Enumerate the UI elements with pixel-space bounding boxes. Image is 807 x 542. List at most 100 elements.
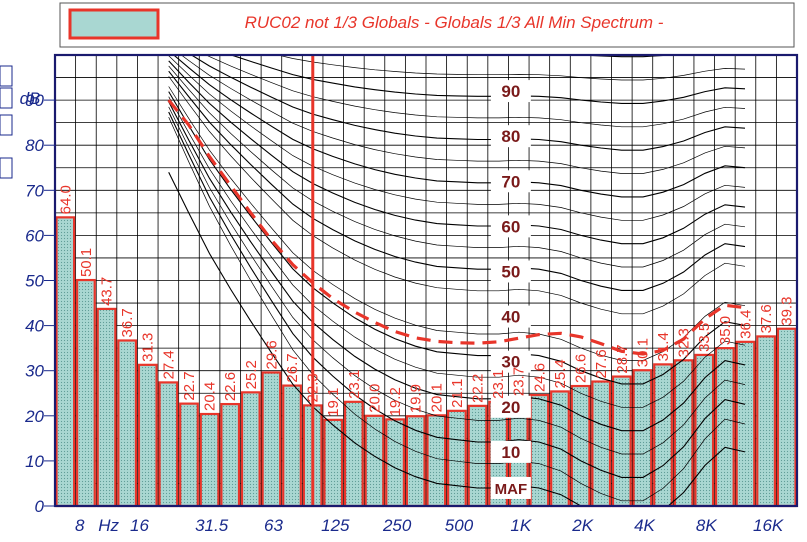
- bar-8K: [694, 353, 715, 508]
- chart-title: RUC02 not 1/3 Globals - Globals 1/3 All …: [245, 13, 664, 32]
- bar-16: [137, 363, 158, 508]
- bar-200: [364, 414, 385, 508]
- phon-curve-25: [168, 96, 746, 408]
- contour-label-80: 80: [501, 127, 520, 146]
- y-tick-label: 70: [25, 181, 44, 200]
- bar-50: [240, 391, 261, 508]
- bar-5K: [653, 363, 673, 508]
- left-band-box: [0, 157, 13, 179]
- contour-label-bg: [490, 476, 531, 499]
- bar-400: [426, 414, 447, 508]
- phon-curve-35: [168, 86, 746, 361]
- left-band-box: [0, 87, 13, 109]
- bar-125: [323, 418, 344, 508]
- value-label: 43.7: [99, 277, 116, 306]
- value-label: 50.1: [78, 248, 95, 277]
- y-tick-label: 60: [25, 226, 44, 245]
- value-label: 20.4: [202, 382, 219, 411]
- reference-curve: [167, 99, 746, 356]
- contour-label-40: 40: [501, 308, 520, 327]
- phon-curve-60: [168, 60, 746, 245]
- value-label: 33.5: [696, 323, 713, 352]
- value-label: 31.3: [140, 333, 157, 362]
- x-tick-label: 4K: [634, 516, 655, 535]
- x-tick-label: 2K: [571, 516, 593, 535]
- phon-curve-70: [172, 55, 746, 198]
- value-label: 23.7: [511, 367, 528, 396]
- value-label: 23.1: [490, 370, 507, 399]
- bar-16K: [756, 335, 776, 508]
- x-tick-label: 16K: [753, 516, 784, 535]
- contour-label-60: 60: [501, 217, 520, 236]
- equal-loudness-curves: [167, 55, 746, 506]
- contour-label-70: 70: [501, 172, 520, 191]
- phon-curve-100: [571, 55, 675, 58]
- bar-315: [405, 415, 426, 508]
- y-tick-label: 50: [25, 272, 44, 291]
- contour-label-bg: [490, 80, 531, 103]
- value-label: 30.1: [634, 338, 651, 367]
- contour-label-20: 20: [501, 398, 520, 417]
- value-label: 26.7: [284, 353, 301, 382]
- value-label: 32.3: [676, 328, 693, 357]
- value-label: 36.7: [119, 308, 136, 337]
- bar-12.5K: [735, 340, 756, 508]
- legend-box: [59, 2, 795, 48]
- phon-curve-80: [190, 55, 746, 151]
- phon-curve-95: [276, 55, 746, 81]
- bar-2K: [570, 384, 591, 508]
- y-tick-label: 10: [25, 452, 44, 471]
- value-label: 25.2: [243, 360, 260, 389]
- bar-6.3: [55, 216, 76, 508]
- x-tick-label: 250: [382, 516, 412, 535]
- value-label: 22.2: [470, 374, 487, 403]
- bar-8: [76, 278, 96, 508]
- legend: RUC02 not 1/3 Globals - Globals 1/3 All …: [59, 2, 795, 48]
- left-band-box: [0, 114, 13, 136]
- x-tick-label: 1K: [510, 516, 531, 535]
- y-tick-label: 20: [24, 407, 44, 426]
- phon-curve-85: [205, 55, 746, 128]
- bar-630: [467, 404, 488, 508]
- bar-80: [282, 384, 302, 508]
- y-tick-label: 30: [25, 362, 44, 381]
- value-label: 35.0: [717, 316, 734, 345]
- bar-500: [447, 409, 467, 508]
- phon-curve-90: [229, 55, 746, 104]
- x-tick-label: 8K: [696, 516, 717, 535]
- value-label: 37.6: [758, 304, 775, 333]
- value-label: 27.4: [160, 350, 177, 379]
- bar-25: [179, 402, 199, 508]
- bar-20: [158, 381, 179, 508]
- y-tick-label: 0: [35, 497, 45, 516]
- value-label: 26.6: [573, 354, 590, 383]
- bar-250: [385, 418, 405, 508]
- x-tick-label: 31.5: [195, 516, 229, 535]
- value-label: 22.7: [181, 371, 198, 400]
- contour-label-bg: [490, 125, 531, 148]
- contour-label-90: 90: [501, 82, 520, 101]
- contour-label-bg: [490, 305, 531, 328]
- value-label: 36.4: [737, 310, 754, 339]
- bar-160: [343, 400, 364, 508]
- phon-curve-50: [168, 70, 746, 291]
- y-tick-label: 40: [25, 317, 44, 336]
- y-tick-label: 90: [25, 91, 44, 110]
- bar-20K: [776, 327, 797, 508]
- bar-3.15K: [611, 375, 632, 508]
- value-label: 28.7: [614, 344, 631, 373]
- contour-label-bg: [490, 215, 531, 238]
- bar-31.5: [199, 412, 220, 508]
- phon-curve-0: [168, 172, 746, 506]
- contour-label-bg: [490, 260, 531, 283]
- phon-curve-65: [168, 55, 746, 221]
- phon-curve-55: [168, 65, 746, 268]
- x-tick-label: 500: [445, 516, 474, 535]
- contour-label-bg: [490, 395, 531, 418]
- phon-curve-30: [168, 91, 746, 385]
- legend-swatch: [68, 8, 160, 40]
- x-tick-label: 125: [321, 516, 350, 535]
- bar-63: [261, 371, 282, 508]
